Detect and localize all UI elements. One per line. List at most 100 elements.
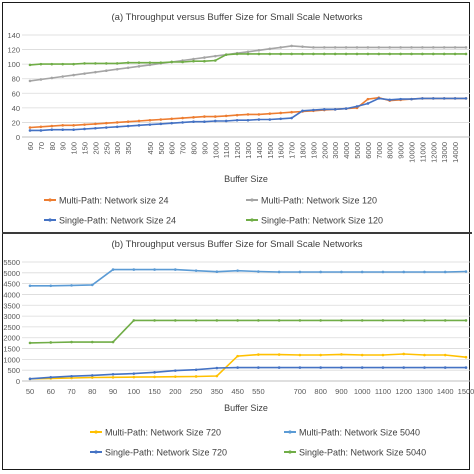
legend-label: Multi-Path: Network Size 5040 (299, 428, 420, 438)
data-point (421, 46, 424, 49)
y-tick-label: 100 (7, 60, 20, 69)
data-point (235, 52, 239, 56)
data-point (49, 284, 53, 288)
data-point (174, 268, 177, 271)
data-point (355, 46, 359, 49)
data-point (277, 319, 281, 322)
data-point (381, 270, 385, 274)
x-tick-label: 900 (335, 387, 348, 396)
data-point (61, 128, 64, 132)
data-point (323, 52, 326, 56)
data-point (28, 126, 32, 129)
data-point (381, 353, 385, 357)
series-line (29, 366, 466, 380)
data-point (432, 46, 435, 49)
x-tick-label: 1000 (211, 142, 220, 159)
legend-marker (94, 450, 98, 454)
data-point (83, 127, 86, 131)
x-axis-label: Buffer Size (224, 174, 268, 184)
x-tick-label: 7000 (375, 142, 384, 159)
data-point (159, 118, 163, 121)
x-tick-label: 100 (70, 142, 79, 155)
data-point (61, 124, 64, 127)
data-point (453, 97, 457, 100)
x-tick-label: 11000 (418, 142, 427, 162)
y-tick-label: 1000 (3, 355, 20, 364)
legend-label: Multi-Path: Network size 24 (59, 196, 169, 206)
x-axis-label: Buffer Size (224, 403, 268, 413)
y-tick-label: 2500 (3, 323, 20, 332)
data-point (268, 118, 272, 121)
data-point (132, 268, 136, 271)
data-point (39, 62, 43, 66)
data-point (381, 319, 385, 322)
x-tick-label: 2000 (320, 142, 329, 159)
x-tick-label: 1900 (309, 142, 318, 159)
data-point (192, 120, 195, 123)
y-tick-label: 1500 (3, 345, 20, 354)
data-point (39, 129, 43, 132)
data-point (72, 73, 75, 77)
series-line (30, 268, 467, 287)
data-point (115, 62, 119, 65)
data-point (333, 46, 337, 49)
legend-marker (48, 218, 52, 222)
legend-label: Single-Path: Network Size 120 (261, 216, 383, 226)
x-tick-label: 90 (59, 142, 68, 150)
x-tick-label: 14000 (451, 142, 460, 163)
data-point (464, 355, 468, 359)
data-point (236, 269, 239, 272)
data-point (319, 366, 322, 369)
series-line (29, 353, 467, 380)
y-tick-label: 0 (16, 133, 20, 142)
data-point (39, 125, 43, 129)
x-tick-label: 4000 (342, 142, 351, 159)
data-point (215, 374, 219, 378)
data-point (464, 319, 468, 322)
x-tick-label: 200 (169, 387, 182, 396)
data-point (194, 368, 198, 372)
data-point (90, 283, 94, 287)
data-point (333, 52, 337, 56)
data-point (279, 117, 283, 121)
data-point (421, 52, 424, 56)
data-point (301, 45, 304, 48)
data-point (61, 62, 64, 66)
data-point (148, 61, 152, 64)
legend-marker (250, 218, 254, 222)
x-tick-label: 600 (168, 142, 177, 155)
x-tick-label: 900 (200, 142, 209, 155)
data-point (94, 62, 97, 65)
x-tick-label: 1000 (354, 387, 371, 396)
x-tick-label: 9000 (397, 142, 406, 159)
x-tick-label: 450 (231, 387, 244, 396)
x-tick-label: 700 (294, 387, 307, 396)
data-point (442, 46, 446, 49)
x-tick-label: 1300 (244, 142, 253, 159)
chart-title: (a) Throughput versus Buffer Size for Sm… (112, 12, 363, 23)
data-point (402, 352, 406, 356)
legend-label: Multi-Path: Network Size 720 (105, 428, 221, 438)
data-point (235, 118, 239, 122)
x-tick-label: 1400 (255, 142, 264, 159)
data-point (464, 52, 468, 56)
data-point (399, 52, 402, 56)
y-tick-label: 500 (7, 366, 20, 375)
x-tick-label: 350 (211, 387, 224, 396)
data-point (50, 76, 54, 80)
data-point (340, 353, 343, 356)
data-point (312, 52, 315, 56)
data-point (268, 112, 272, 115)
data-point (432, 52, 435, 56)
x-tick-label: 300 (113, 142, 122, 155)
data-point (126, 61, 130, 64)
data-point (72, 62, 75, 66)
data-point (312, 108, 315, 112)
data-point (377, 46, 381, 49)
data-point (333, 108, 337, 111)
x-tick-label: 70 (67, 387, 75, 396)
data-point (279, 46, 283, 49)
x-tick-label: 700 (179, 142, 188, 155)
data-point (159, 61, 163, 64)
data-point (388, 98, 392, 102)
